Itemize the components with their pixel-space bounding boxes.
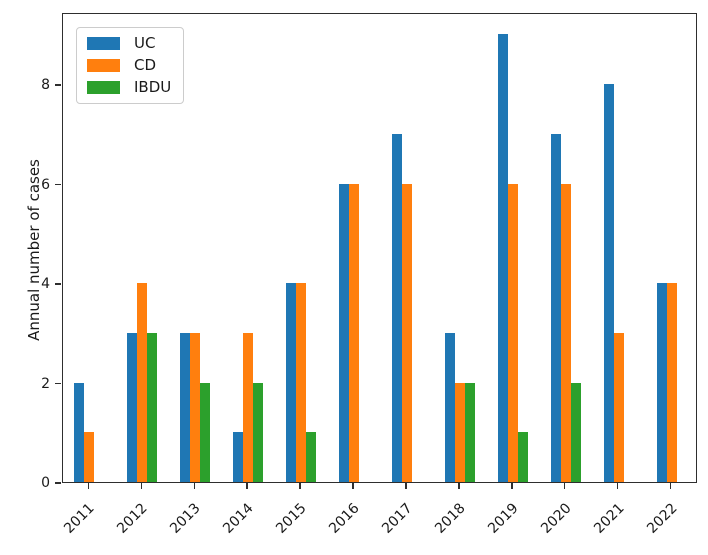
x-tick-mark xyxy=(140,483,143,489)
x-tick-mark xyxy=(669,483,672,489)
bar-ibdu-2015 xyxy=(306,432,317,482)
bar-ibdu-2019 xyxy=(517,432,528,482)
bar-uc-2011 xyxy=(74,382,85,482)
x-tick-mark xyxy=(193,483,196,489)
bar-uc-2012 xyxy=(127,332,138,482)
legend-swatch-icon xyxy=(87,37,120,50)
bar-uc-2018 xyxy=(444,332,455,482)
bar-cd-2020 xyxy=(560,183,571,482)
legend-label: IBDU xyxy=(134,78,172,96)
y-tick-label: 0 xyxy=(41,475,50,491)
legend: UC CD IBDU xyxy=(76,27,185,104)
x-tick-mark xyxy=(511,483,513,489)
legend-label: CD xyxy=(134,56,157,74)
bar-uc-2019 xyxy=(497,34,508,482)
bar-cd-2021 xyxy=(613,332,624,482)
bar-ibdu-2013 xyxy=(200,382,211,482)
x-tick-label: 2012 xyxy=(114,500,152,537)
bar-cd-2011 xyxy=(84,432,95,482)
x-tick-label: 2020 xyxy=(537,500,575,537)
legend-label: UC xyxy=(134,34,156,52)
x-tick-mark xyxy=(87,483,90,489)
x-tick-label: 2021 xyxy=(590,500,628,537)
y-tick-label: 2 xyxy=(41,375,50,392)
bar-cd-2019 xyxy=(507,183,518,482)
plot-area: UC CD IBDU xyxy=(62,13,697,483)
bar-uc-2017 xyxy=(391,133,402,482)
y-tick-mark xyxy=(55,183,61,186)
legend-swatch-icon xyxy=(87,81,120,94)
x-tick-mark xyxy=(246,483,248,489)
x-tick-label: 2018 xyxy=(432,500,469,537)
bar-uc-2015 xyxy=(286,283,297,482)
bar-uc-2020 xyxy=(550,133,561,482)
y-tick-label: 6 xyxy=(41,176,50,193)
bar-uc-2016 xyxy=(339,183,350,482)
x-tick-label: 2013 xyxy=(167,500,204,537)
bar-cd-2015 xyxy=(296,283,307,482)
x-tick-label: 2014 xyxy=(220,500,257,537)
y-tick-mark xyxy=(55,84,61,86)
x-tick-mark xyxy=(352,483,354,489)
x-tick-mark xyxy=(616,483,619,489)
y-tick-label: 8 xyxy=(41,77,50,94)
x-tick-label: 2017 xyxy=(379,500,416,537)
x-tick-mark xyxy=(458,483,460,489)
bar-cd-2016 xyxy=(349,183,360,482)
bar-cd-2018 xyxy=(454,382,465,482)
x-tick-label: 2015 xyxy=(273,500,310,537)
x-tick-label: 2022 xyxy=(643,500,681,537)
bar-cd-2022 xyxy=(666,283,677,482)
bar-cd-2012 xyxy=(137,283,148,482)
bar-ibdu-2014 xyxy=(253,382,264,482)
y-tick-mark xyxy=(55,283,61,285)
x-tick-mark xyxy=(405,483,407,489)
legend-entry-cd: CD xyxy=(87,57,171,74)
bar-cd-2017 xyxy=(401,183,412,482)
y-tick-label: 4 xyxy=(41,276,50,293)
bar-uc-2014 xyxy=(233,432,244,482)
bar-cd-2014 xyxy=(243,332,254,482)
legend-entry-uc: UC xyxy=(87,35,171,52)
bar-ibdu-2018 xyxy=(464,382,475,482)
x-tick-label: 2011 xyxy=(61,500,99,537)
x-tick-mark xyxy=(563,483,566,489)
legend-entry-ibdu: IBDU xyxy=(87,79,171,96)
bar-cd-2013 xyxy=(190,332,201,482)
x-tick-label: 2016 xyxy=(326,500,363,537)
legend-swatch-icon xyxy=(87,59,120,72)
x-tick-mark xyxy=(299,483,301,489)
bar-uc-2021 xyxy=(603,84,614,482)
bar-uc-2022 xyxy=(656,283,667,482)
bar-ibdu-2012 xyxy=(147,332,158,482)
bar-uc-2013 xyxy=(180,332,191,482)
x-tick-label: 2019 xyxy=(484,500,522,537)
bar-ibdu-2020 xyxy=(570,382,581,482)
y-tick-mark xyxy=(55,382,61,385)
y-tick-mark xyxy=(55,482,61,484)
